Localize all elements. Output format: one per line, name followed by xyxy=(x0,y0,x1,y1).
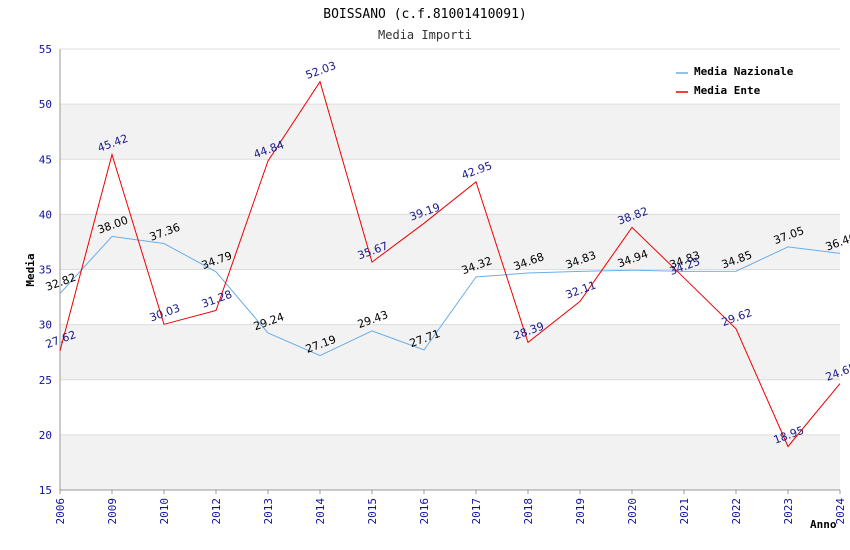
y-tick-label: 35 xyxy=(39,264,52,277)
legend-box xyxy=(669,60,809,101)
band-25-30 xyxy=(60,324,840,380)
series-lines xyxy=(59,80,841,448)
x-axis-label: Anno xyxy=(810,518,837,531)
x-tick-label: 2022 xyxy=(730,498,743,525)
y-tick-label: 15 xyxy=(39,484,52,497)
y-tick-label: 25 xyxy=(39,374,52,387)
band-40-45 xyxy=(60,159,840,215)
x-tick-label: 2019 xyxy=(574,498,587,525)
x-tick-label: 2023 xyxy=(782,498,795,525)
legend: Media Nazionale Media Ente xyxy=(669,60,809,101)
x-tick-label: 2014 xyxy=(314,498,327,525)
band-20-25 xyxy=(60,379,840,435)
band-45-50 xyxy=(60,104,840,160)
x-tick-label: 2006 xyxy=(54,498,67,525)
band-30-35 xyxy=(60,269,840,325)
legend-label-media-nazionale: Media Nazionale xyxy=(694,65,794,78)
legend-label-media-ente: Media Ente xyxy=(694,84,761,97)
y-tick-label: 55 xyxy=(39,43,52,56)
y-tick-label: 45 xyxy=(39,153,52,166)
x-tick-label: 2016 xyxy=(418,498,431,525)
y-axis-label: Media xyxy=(24,253,37,286)
band-35-40 xyxy=(60,214,840,270)
y-tick-label: 50 xyxy=(39,98,52,111)
chart-subtitle: Media Importi xyxy=(378,28,472,42)
y-tick-label: 20 xyxy=(39,429,52,442)
x-tick-label: 2015 xyxy=(366,498,379,525)
y-tick-labels: 15 20 25 30 35 40 45 50 55 xyxy=(39,43,52,497)
x-tick-label: 2017 xyxy=(470,498,483,525)
x-tick-label: 2010 xyxy=(158,498,171,525)
band-15-20 xyxy=(60,434,840,490)
series-line-media-ente xyxy=(59,80,841,448)
x-tick-label: 2009 xyxy=(106,498,119,525)
x-tick-label: 2020 xyxy=(626,498,639,525)
series-line-media-nazionale xyxy=(59,235,841,357)
x-tick-label: 2013 xyxy=(262,498,275,525)
x-tick-labels: 2006 2009 2010 2012 2013 2014 2015 2016 2017 2018… xyxy=(54,490,847,525)
x-tick-label: 2024 xyxy=(834,498,847,525)
background-bands xyxy=(60,49,840,490)
x-tick-label: 2012 xyxy=(210,498,223,525)
x-tick-label: 2021 xyxy=(678,498,691,525)
y-tick-label: 40 xyxy=(39,208,52,221)
x-tick-label: 2018 xyxy=(522,498,535,525)
chart-title: BOISSANO (c.f.81001410091) xyxy=(323,7,527,22)
y-tick-label: 30 xyxy=(39,319,52,332)
